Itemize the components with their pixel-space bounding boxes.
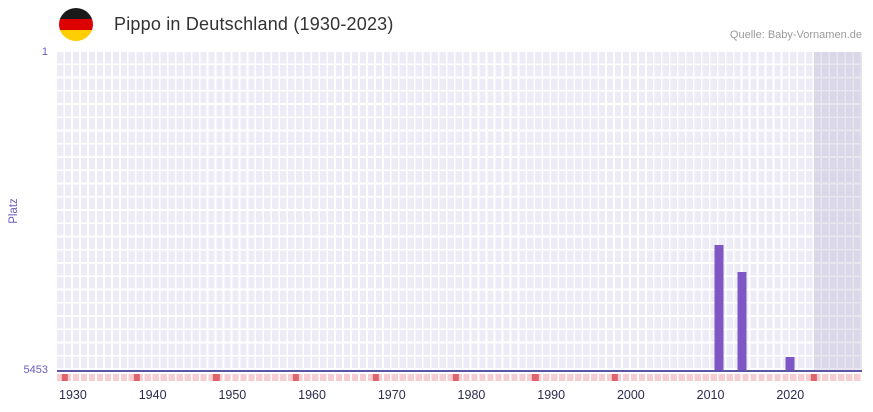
unranked-marker-1938[interactable]	[133, 374, 140, 381]
bar-2020[interactable]	[785, 356, 795, 370]
unranked-strip	[57, 374, 862, 381]
unranked-marker-1968[interactable]	[372, 374, 379, 381]
y-axis-label: Platz	[8, 198, 20, 224]
plot-area[interactable]	[57, 52, 862, 372]
unranked-marker-1988[interactable]	[532, 374, 539, 381]
unranked-marker-1929[interactable]	[61, 374, 69, 381]
page-title: Pippo in Deutschland (1930-2023)	[114, 14, 394, 34]
unranked-marker-1948[interactable]	[213, 374, 220, 381]
x-tick-2020: 2020	[776, 388, 805, 402]
source-attribution: Quelle: Baby-Vornamen.de	[729, 29, 862, 41]
y-tick-bottom: 5453	[23, 364, 48, 376]
x-axis-ticks: 1930 1940 1950 1960 1970 1980 1990 2000 2010 2020	[57, 388, 862, 406]
x-tick-1950: 1950	[218, 388, 247, 402]
x-tick-1970: 1970	[377, 388, 406, 402]
x-tick-2000: 2000	[616, 388, 645, 402]
unranked-marker-1978[interactable]	[452, 374, 459, 381]
x-tick-2010: 2010	[696, 388, 725, 402]
y-tick-top: 1	[41, 46, 48, 58]
unranked-marker-1998[interactable]	[611, 374, 619, 381]
bar-2014[interactable]	[737, 271, 747, 370]
future-band	[814, 52, 862, 370]
unranked-marker-2023[interactable]	[811, 374, 818, 381]
x-tick-1960: 1960	[298, 388, 326, 402]
x-tick-1940: 1940	[138, 388, 167, 402]
x-tick-1990: 1990	[537, 388, 566, 402]
x-tick-1930: 1930	[59, 388, 87, 402]
x-tick-1980: 1980	[457, 388, 486, 402]
unranked-marker-1958[interactable]	[292, 374, 300, 381]
bar-2011[interactable]	[714, 245, 724, 370]
german-flag-icon	[59, 8, 93, 41]
